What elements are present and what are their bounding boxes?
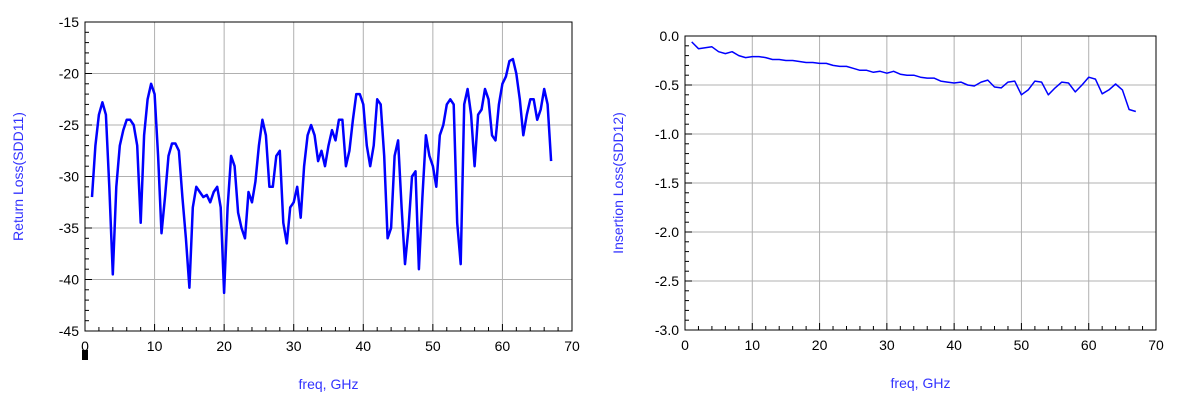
- chart2-xtick-label-3: 30: [879, 337, 895, 353]
- chart1-ytick-label-6: -15: [59, 14, 79, 30]
- chart2-frame: [684, 35, 1157, 331]
- chart2-xtick-label-1: 10: [744, 337, 760, 353]
- chart1-ytick-label-1: -40: [59, 272, 79, 288]
- chart1-xlabel: freq, GHz: [299, 376, 359, 392]
- chart1-origin-marker: [82, 350, 88, 360]
- chart2-xtick-label-5: 50: [1014, 337, 1030, 353]
- chart1-xtick-label-5: 50: [425, 338, 441, 354]
- chart1-xtick-label-3: 30: [286, 338, 302, 354]
- chart1-ytick-label-3: -30: [59, 169, 79, 185]
- chart1-frame: [84, 21, 573, 332]
- chart2-xtick-label-2: 20: [812, 337, 828, 353]
- chart1-xtick-label-7: 70: [564, 338, 580, 354]
- chart2-ytick-label-1: -2.5: [655, 273, 679, 289]
- chart1-series-line-0: [90, 57, 553, 295]
- chart2-xlabel: freq, GHz: [891, 375, 951, 391]
- chart1-xtick-label-6: 60: [495, 338, 511, 354]
- chart1-ytick-label-5: -20: [59, 66, 79, 82]
- chart1-ytick-label-0: -45: [59, 323, 79, 339]
- chart2-series-line-0: [691, 41, 1137, 113]
- chart1-ytick-label-2: -35: [59, 220, 79, 236]
- chart1: 0 10 20 30 40 50 60 70 -45 -40 -35 -30 -25 -20 -15 freq…: [10, 14, 580, 392]
- chart1-ylabel: Return Loss(SDD11): [10, 112, 26, 241]
- chart1-xtick-label-0: 0: [81, 338, 89, 354]
- chart2-ytick-label-3: -1.5: [655, 175, 679, 191]
- chart1-xtick-label-1: 10: [147, 338, 163, 354]
- chart2-xtick-label-6: 60: [1081, 337, 1097, 353]
- chart1-ytick-label-4: -25: [59, 117, 79, 133]
- chart2-xtick-label-7: 70: [1148, 337, 1164, 353]
- chart2-ytick-label-4: -1.0: [655, 126, 679, 142]
- chart2-ytick-label-6: 0.0: [660, 28, 680, 44]
- chart1-xtick-label-2: 20: [216, 338, 232, 354]
- chart2-ytick-label-2: -2.0: [655, 224, 679, 240]
- chart2-ylabel: Insertion Loss(SDD12): [610, 112, 626, 254]
- chart2-ytick-label-5: -0.5: [655, 77, 679, 93]
- chart2-xtick-label-0: 0: [681, 337, 689, 353]
- chart1-xtick-label-4: 40: [355, 338, 371, 354]
- chart2-xtick-label-4: 40: [946, 337, 962, 353]
- chart2-ytick-label-0: -3.0: [655, 322, 679, 338]
- chart2: 0 10 20 30 40 50 60 70 -3.0 -2.5 -2.0 -1.5 -1.0 -0.5 0…: [610, 28, 1164, 391]
